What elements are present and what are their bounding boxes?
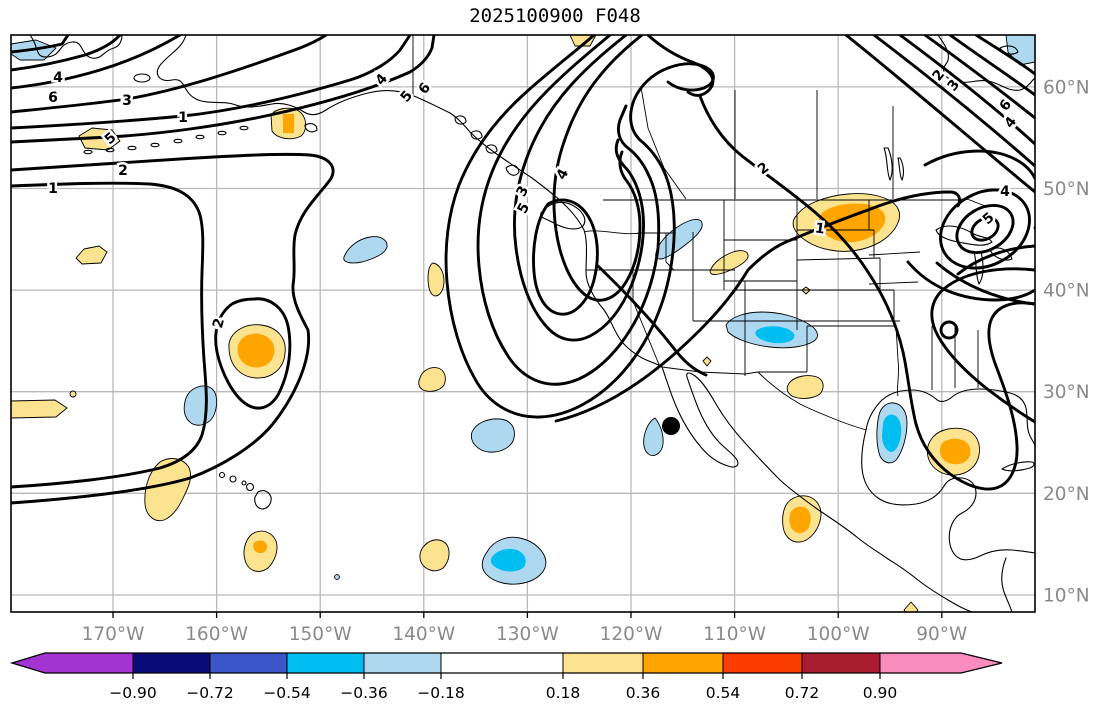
map-frame xyxy=(10,34,1036,613)
colorbar-ticks xyxy=(132,673,881,679)
contour-label: 5 xyxy=(980,210,998,229)
colorbar-tick-label: 0.72 xyxy=(785,684,820,702)
lon-label: 130°W xyxy=(496,624,559,645)
contour-label: 3 xyxy=(122,93,132,109)
colorbar-tick-label: 0.54 xyxy=(706,684,741,702)
lat-label: 40°N xyxy=(1043,281,1090,302)
contour-label: 5 xyxy=(515,200,534,216)
lat-label: 30°N xyxy=(1043,382,1090,403)
contour-label: 6 xyxy=(416,80,435,98)
colorbar-tick-labels: −0.90 −0.72 −0.54 −0.36 −0.18 0.18 0.36 … xyxy=(109,684,897,702)
anomaly-shading xyxy=(11,35,1035,612)
colorbar-tick-label: 0.36 xyxy=(626,684,661,702)
lat-label: 20°N xyxy=(1043,484,1090,505)
contour-label: 6 xyxy=(48,90,58,106)
colorbar-tick-label: −0.18 xyxy=(417,684,465,702)
lon-label: 160°W xyxy=(185,624,248,645)
lon-label: 170°W xyxy=(82,624,145,645)
colorbar-tick-label: −0.36 xyxy=(340,684,388,702)
colorbar-tick-label: 0.18 xyxy=(546,684,581,702)
graticule-grid xyxy=(11,35,1035,612)
lon-label: 120°W xyxy=(600,624,663,645)
longitude-labels: 170°W 160°W 150°W 140°W 130°W 120°W 110°… xyxy=(82,624,968,645)
lon-label: 150°W xyxy=(289,624,352,645)
contour-label: 2 xyxy=(118,163,128,179)
lon-label: 100°W xyxy=(807,624,870,645)
lat-label: 50°N xyxy=(1043,179,1090,200)
axis-ticks xyxy=(112,612,943,618)
lon-label: 110°W xyxy=(703,624,766,645)
contour-label: 1 xyxy=(178,110,188,126)
colorbar-tick-label: 0.90 xyxy=(863,684,898,702)
lat-label: 60°N xyxy=(1043,78,1090,99)
contour-label: 4 xyxy=(1000,184,1010,200)
contour-label: 4 xyxy=(53,70,63,86)
lon-label: 90°W xyxy=(916,624,967,645)
lat-label: 10°N xyxy=(1043,586,1090,607)
station-marker-dot xyxy=(662,417,680,435)
contour-label: 1 xyxy=(48,181,58,197)
page-title: 2025100900 F048 xyxy=(469,5,641,27)
latitude-labels: 60°N 50°N 40°N 30°N 20°N 10°N xyxy=(1043,78,1090,607)
colorbar-tick-label: −0.90 xyxy=(109,684,157,702)
colorbar-tick-label: −0.54 xyxy=(263,684,311,702)
contour-label: 2 xyxy=(210,316,228,330)
contour-lines xyxy=(11,35,1035,505)
colorbar-right-arrow xyxy=(961,653,1002,673)
colorbar-left-arrow xyxy=(12,653,45,673)
colorbar-tick-label: −0.72 xyxy=(186,684,234,702)
colorbar-outline xyxy=(9,652,1003,674)
lon-label: 140°W xyxy=(392,624,455,645)
colorbar: −0.90 −0.72 −0.54 −0.36 −0.18 0.18 0.36 … xyxy=(9,652,1003,702)
